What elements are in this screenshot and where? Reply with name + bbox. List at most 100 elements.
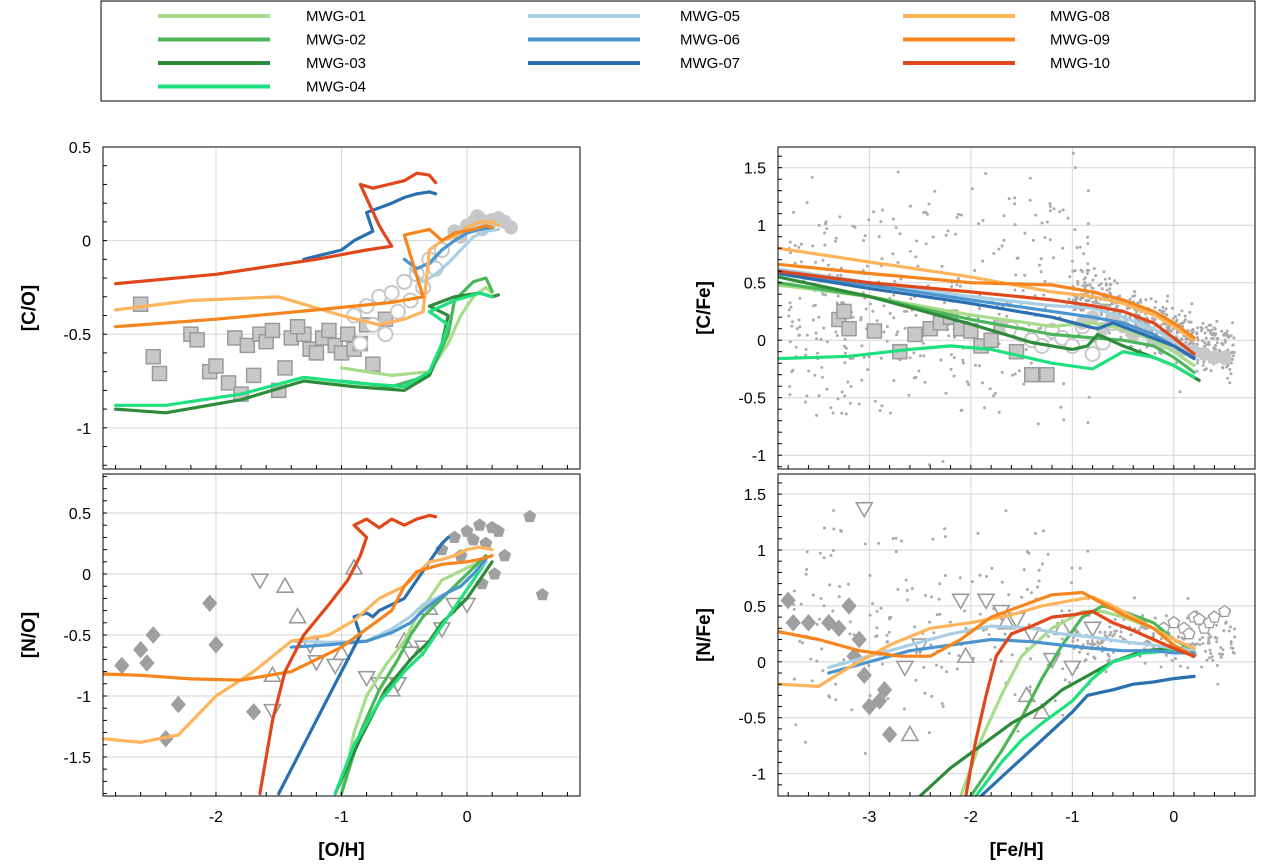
star-dot bbox=[788, 240, 792, 244]
star-dot bbox=[1203, 341, 1207, 344]
star-dot bbox=[880, 257, 884, 261]
obs-marker-pentagon-open bbox=[1167, 615, 1181, 629]
star-dot bbox=[881, 662, 884, 666]
star-dot bbox=[1086, 189, 1090, 193]
star-dot bbox=[816, 351, 819, 355]
star-dot bbox=[1013, 223, 1017, 227]
star-dot bbox=[823, 243, 827, 247]
star-dot bbox=[1076, 638, 1080, 642]
star-dot bbox=[1139, 298, 1142, 302]
star-dot bbox=[1135, 310, 1139, 314]
star-dot bbox=[1216, 682, 1220, 686]
star-dot bbox=[1070, 581, 1074, 585]
star-dot bbox=[1227, 629, 1231, 633]
star-dot bbox=[825, 227, 829, 231]
star-dot bbox=[1231, 343, 1235, 347]
legend-label-mwg-08: MWG-08 bbox=[1050, 8, 1110, 25]
star-dot bbox=[926, 212, 929, 216]
star-dot bbox=[917, 369, 921, 373]
star-dot bbox=[879, 356, 883, 360]
star-dot bbox=[1119, 335, 1123, 339]
panel-bottom-left: -1.5 -1 -0.5 0 0.5 -2 -1 0 [N/O] [O/H] bbox=[19, 473, 581, 861]
star-dot bbox=[1043, 236, 1047, 239]
star-dot bbox=[797, 333, 801, 337]
obs-marker-square bbox=[907, 326, 923, 343]
star-dot bbox=[956, 277, 960, 281]
star-dot bbox=[1199, 325, 1203, 329]
obs-marker-pentagon-open bbox=[1192, 612, 1206, 625]
star-dot bbox=[1143, 661, 1147, 665]
x-tick-label: 0 bbox=[1169, 809, 1178, 826]
star-dot bbox=[1228, 368, 1232, 371]
star-dot bbox=[1119, 630, 1123, 634]
star-dot bbox=[903, 326, 907, 330]
star-dot bbox=[1071, 269, 1075, 273]
star-dot bbox=[1076, 280, 1080, 283]
star-dot bbox=[1193, 643, 1197, 647]
legend-label-mwg-02: MWG-02 bbox=[306, 32, 366, 49]
star-dot bbox=[959, 213, 963, 217]
obs-marker-square bbox=[866, 323, 883, 339]
star-dot bbox=[1028, 685, 1032, 689]
legend-label-mwg-03: MWG-03 bbox=[306, 55, 366, 72]
star-dot bbox=[809, 657, 813, 661]
star-dot bbox=[1092, 267, 1096, 271]
star-dot bbox=[896, 587, 900, 591]
star-dot bbox=[1206, 328, 1210, 332]
star-dot bbox=[1014, 273, 1018, 277]
star-dot bbox=[1048, 202, 1052, 206]
star-dot bbox=[1225, 329, 1229, 333]
star-dot bbox=[1207, 641, 1211, 645]
star-dot bbox=[834, 698, 838, 702]
star-dot bbox=[892, 379, 896, 383]
star-dot bbox=[1041, 562, 1044, 566]
star-dot bbox=[1216, 337, 1220, 340]
star-dot bbox=[875, 626, 879, 630]
star-dot bbox=[1228, 381, 1232, 385]
star-dot bbox=[1052, 207, 1056, 211]
star-dot bbox=[1083, 286, 1087, 290]
obs-marker-diamond bbox=[170, 695, 186, 714]
star-dot bbox=[829, 406, 833, 410]
axis-ticks bbox=[103, 475, 568, 796]
obs-marker-circle-open bbox=[396, 273, 413, 290]
star-dot bbox=[1046, 552, 1050, 556]
star-dot bbox=[1200, 339, 1204, 343]
star-dot bbox=[1203, 331, 1207, 335]
star-dot bbox=[977, 364, 981, 368]
star-dot bbox=[1085, 268, 1089, 272]
obs-marker-square bbox=[145, 348, 161, 365]
star-dot bbox=[997, 312, 1001, 316]
star-dot bbox=[1137, 628, 1141, 632]
star-dot bbox=[1201, 636, 1204, 640]
star-dot bbox=[1161, 322, 1165, 326]
star-dots bbox=[786, 509, 1237, 755]
star-dot bbox=[1190, 302, 1194, 306]
star-dot bbox=[1219, 655, 1223, 659]
star-dot bbox=[961, 361, 965, 365]
star-dot bbox=[1198, 643, 1202, 647]
star-dot bbox=[792, 602, 796, 606]
star-dot bbox=[1079, 308, 1083, 312]
star-dot bbox=[1084, 299, 1088, 303]
star-dot bbox=[824, 293, 828, 297]
star-dot bbox=[797, 318, 801, 322]
obs-marker-square bbox=[208, 358, 224, 374]
star-dot bbox=[1203, 368, 1207, 372]
star-dot bbox=[1094, 301, 1098, 305]
star-dot bbox=[1033, 532, 1037, 535]
star-dot bbox=[978, 307, 982, 311]
star-dot bbox=[893, 279, 897, 283]
obs-marker-square bbox=[220, 375, 237, 391]
obs-marker-square bbox=[1023, 366, 1040, 383]
series-line-mwg-04 bbox=[114, 291, 494, 407]
star-dot bbox=[907, 393, 911, 397]
obs-marker-diamond bbox=[208, 635, 224, 654]
star-dot bbox=[1048, 238, 1052, 242]
star-dot bbox=[1103, 277, 1107, 281]
obs-marker-pentagon bbox=[448, 530, 461, 543]
star-dot bbox=[1207, 323, 1211, 327]
star-dot bbox=[970, 580, 974, 584]
star-dot bbox=[811, 318, 815, 322]
star-dot bbox=[1213, 327, 1217, 331]
